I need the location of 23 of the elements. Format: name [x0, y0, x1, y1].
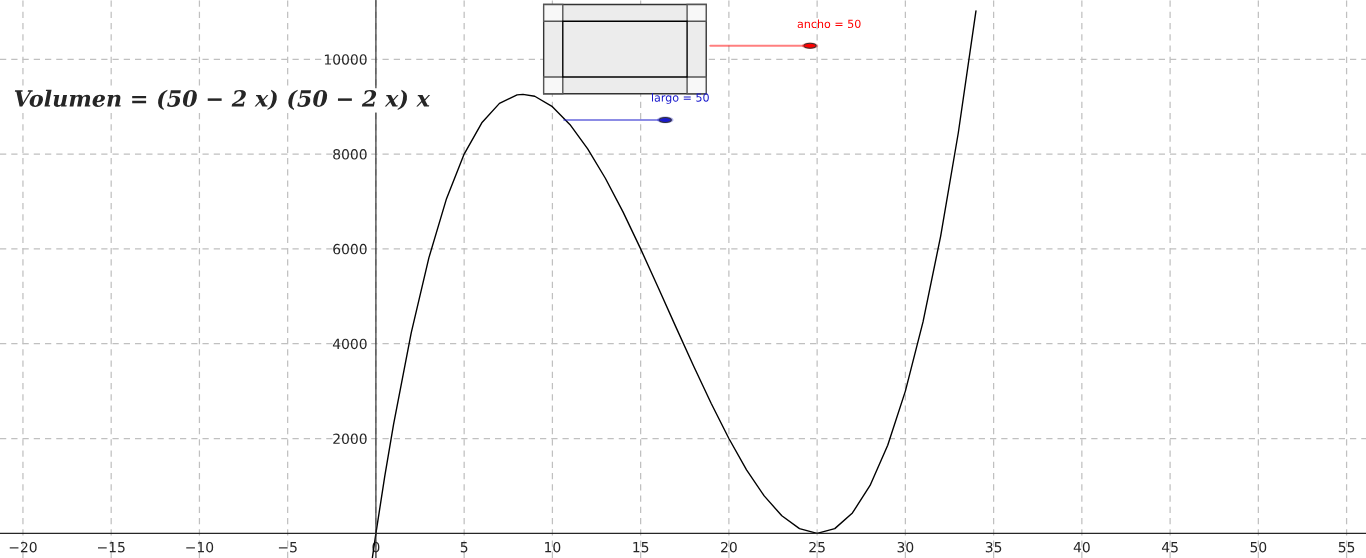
x-tick-label: 10	[545, 541, 561, 553]
x-tick-label: 50	[1250, 541, 1267, 553]
x-tick-label: 15	[633, 542, 649, 553]
x-tick-label: 30	[897, 541, 914, 553]
y-tick-label: 4000	[332, 338, 367, 350]
y-tick-label: 8000	[333, 149, 367, 160]
x-tick-label: −10	[186, 541, 214, 553]
x-tick-label: −20	[9, 541, 37, 553]
annotation: ancho = 50	[797, 19, 861, 29]
y-tick-label: 2000	[333, 433, 367, 444]
annotation: largo = 50	[652, 93, 709, 104]
x-tick-label: −5	[278, 542, 297, 553]
y-tick-label: 10000	[324, 54, 367, 65]
x-tick-label: 35	[985, 541, 1002, 553]
x-tick-label: 5	[460, 542, 468, 553]
x-tick-label: 45	[1161, 542, 1178, 553]
y-tick-label: 6000	[333, 243, 367, 255]
text: Volumen = (50 − 2 x) (50 − 2 x) x	[14, 89, 431, 111]
x-tick-label: 25	[809, 541, 825, 553]
x-tick-label: 55	[1338, 542, 1355, 553]
x-tick-label: 20	[721, 541, 737, 553]
x-tick-label: −15	[98, 542, 125, 553]
x-tick-label: 40	[1073, 541, 1090, 553]
